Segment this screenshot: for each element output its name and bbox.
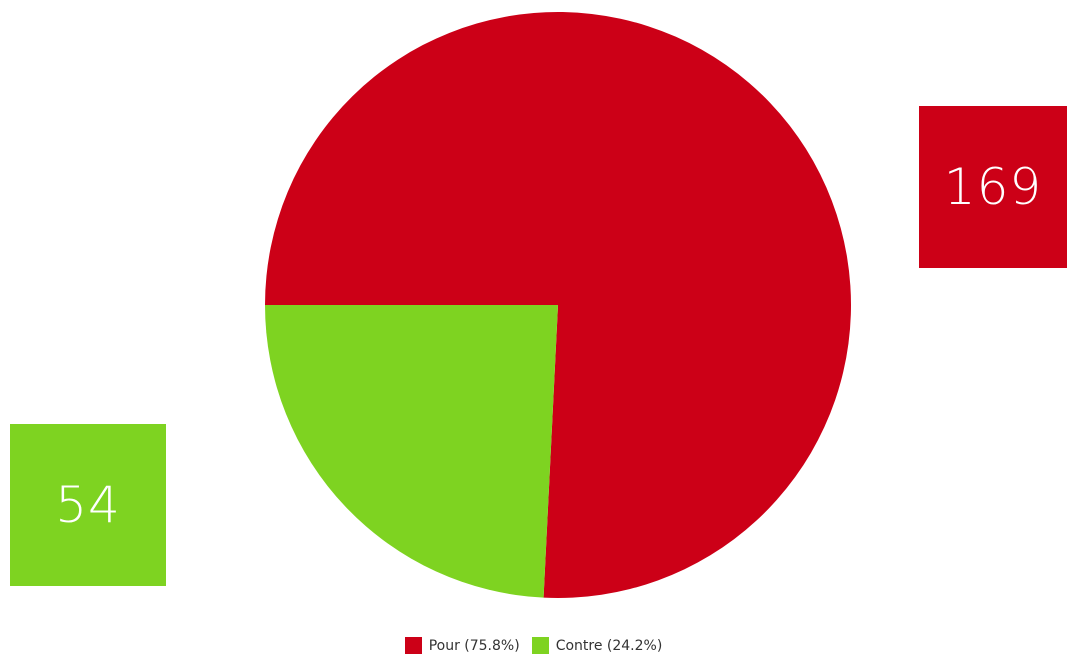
pour-count-box: 169	[919, 106, 1067, 268]
contre-count-box: 54	[10, 424, 166, 586]
contre-count-value: 54	[55, 476, 121, 534]
pie-slice-pour[interactable]	[265, 12, 851, 599]
pour-count-value: 169	[943, 158, 1043, 216]
legend-item-contre[interactable]: Contre (24.2%)	[531, 637, 663, 654]
legend-label-contre: Contre (24.2%)	[555, 637, 663, 654]
legend-swatch-pour	[404, 637, 422, 654]
legend-swatch-contre	[531, 637, 549, 654]
pie-slice-contre[interactable]	[265, 305, 558, 598]
legend-item-pour[interactable]: Pour (75.8%)	[404, 637, 520, 654]
chart-legend: Pour (75.8%) Contre (24.2%)	[0, 637, 1067, 654]
legend-label-pour: Pour (75.8%)	[428, 637, 520, 654]
